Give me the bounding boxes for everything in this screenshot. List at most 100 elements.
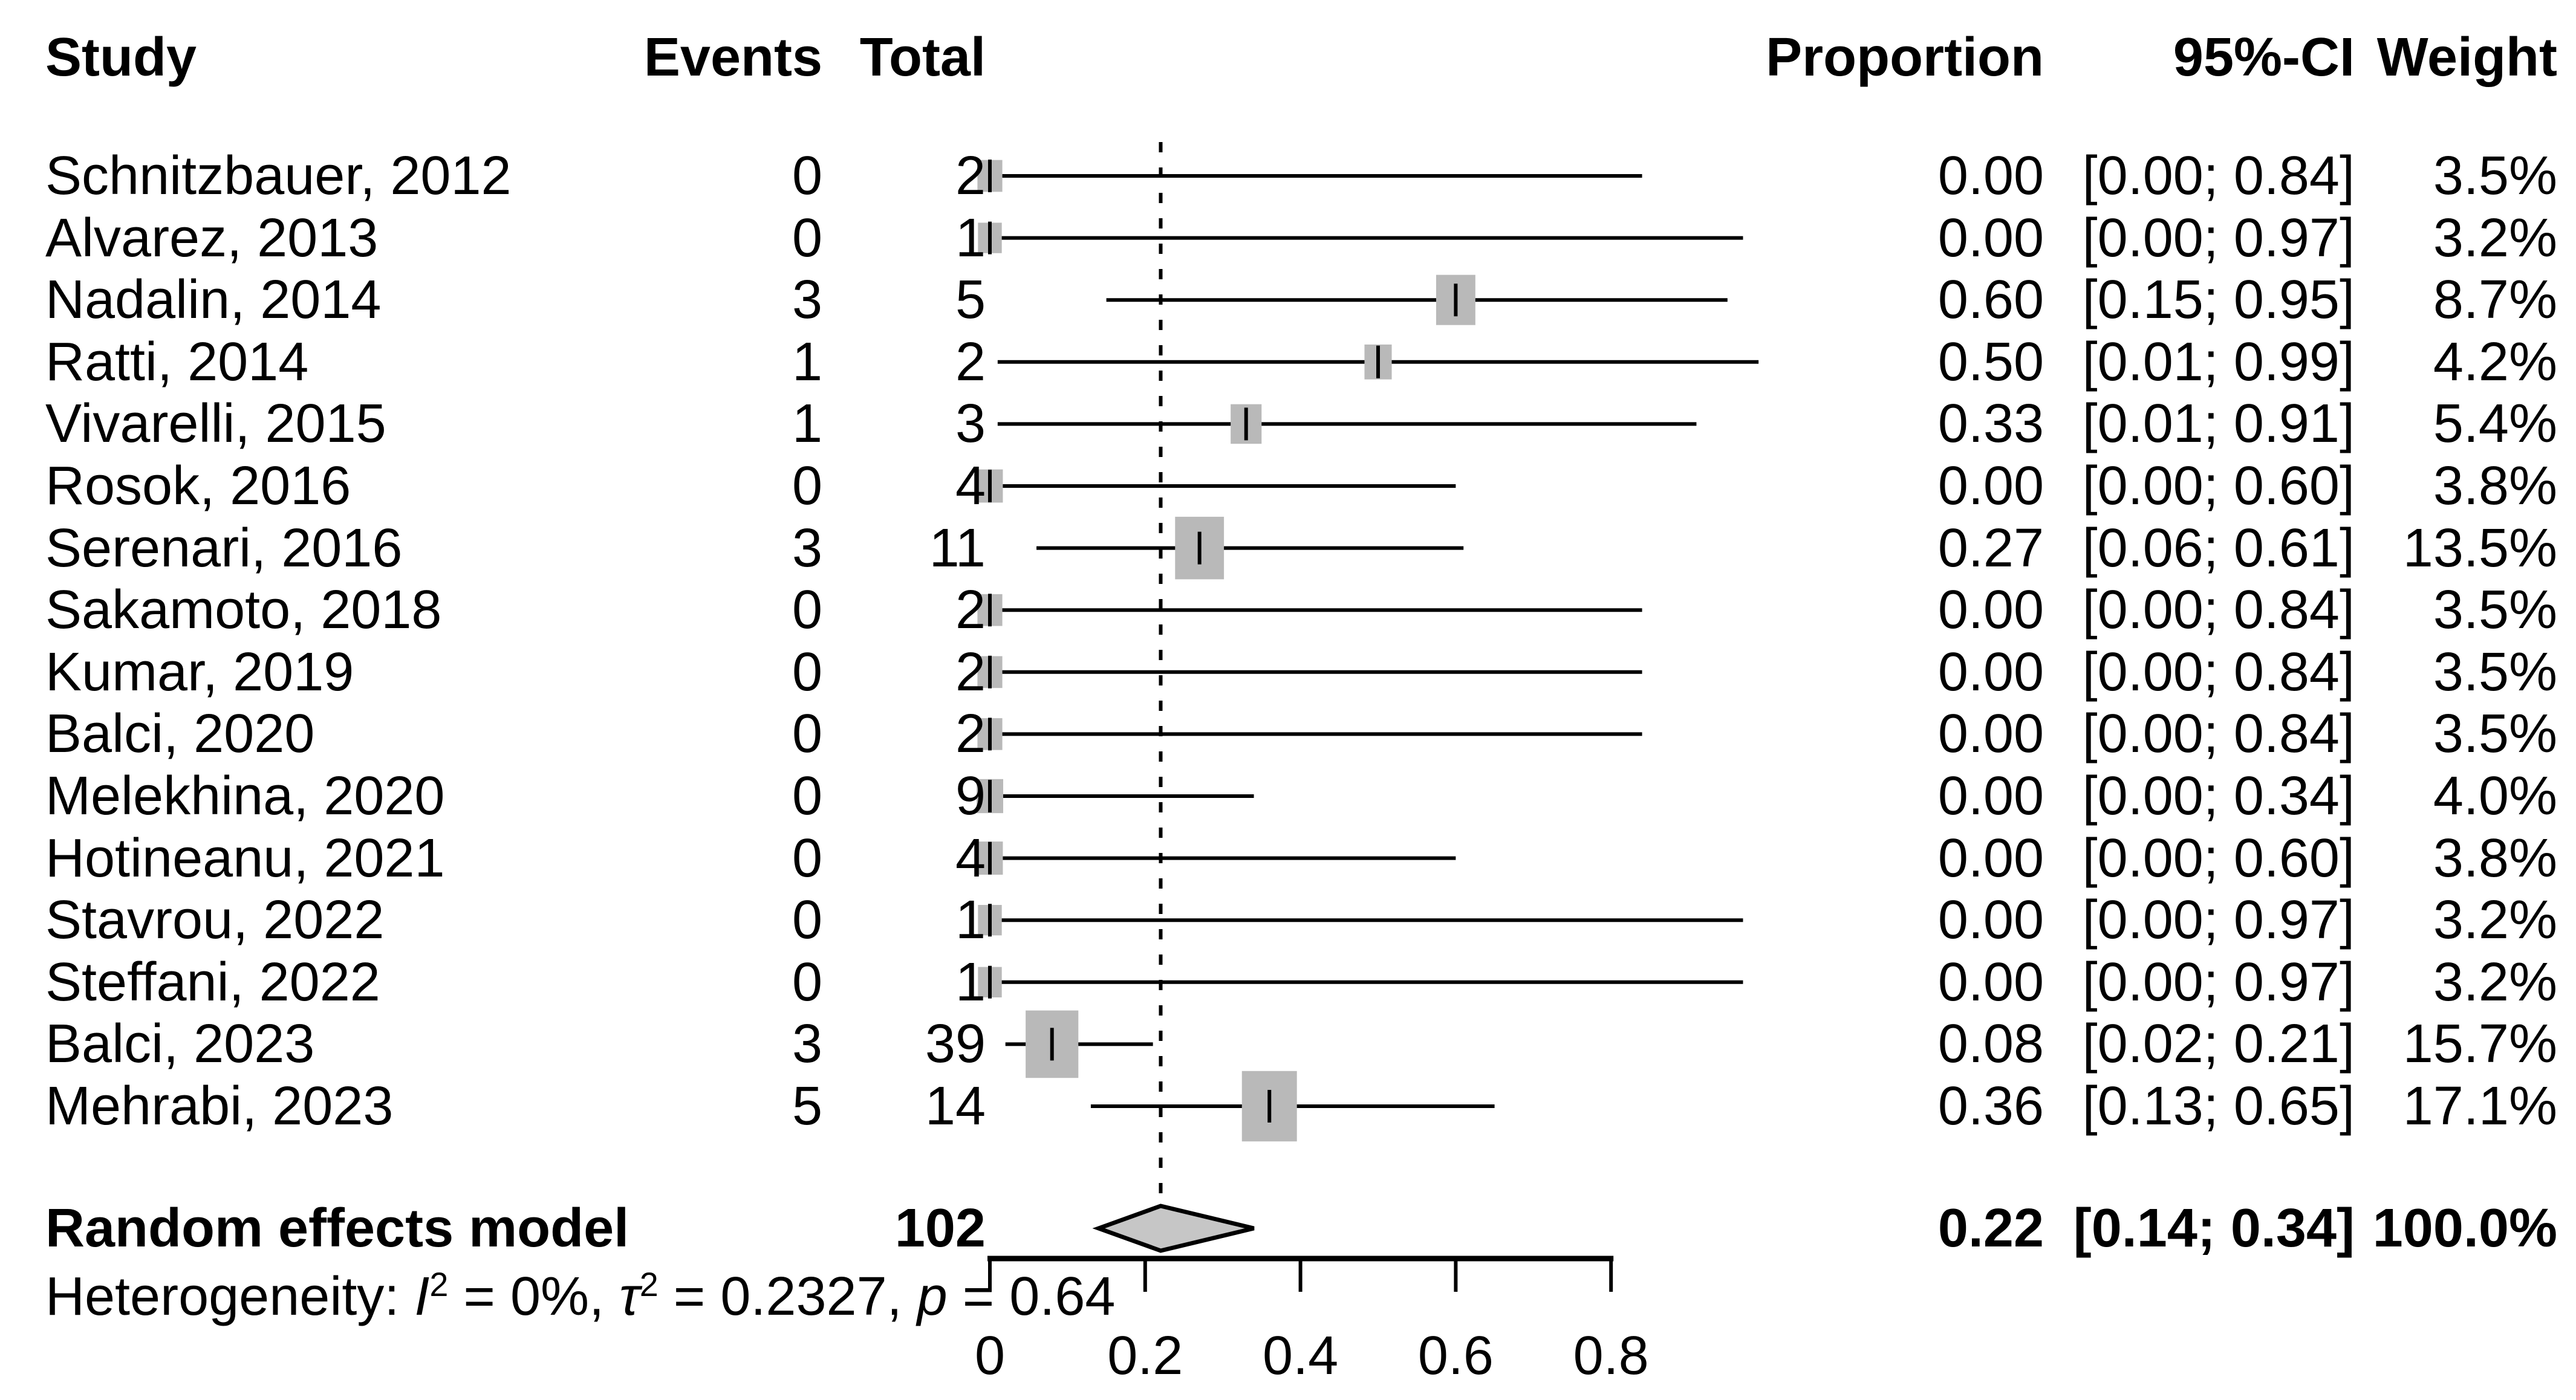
study-weight-value: 13.5%: [2402, 518, 2557, 578]
study-weight-value: 4.2%: [2433, 332, 2557, 392]
summary-row-proportion: 0.22: [1937, 1198, 2044, 1259]
study-events-value: 0: [792, 766, 822, 826]
study-total-value: 1: [955, 952, 986, 1013]
study-ci-value: [0.00; 0.84]: [2082, 642, 2355, 702]
study-proportion-value: 0.00: [1937, 952, 2044, 1013]
summary-row-ci: [0.14; 0.34]: [2073, 1198, 2355, 1259]
study-events-value: 5: [792, 1076, 822, 1136]
study-label: Balci, 2023: [45, 1014, 315, 1074]
study-events-value: 0: [792, 952, 822, 1013]
x-tick-label: 0.4: [1263, 1326, 1339, 1386]
column-header-study: Study: [45, 27, 197, 88]
column-header-total: Total: [859, 27, 986, 88]
het-i-symbol: I: [414, 1266, 430, 1327]
study-events-value: 1: [792, 332, 822, 392]
study-label: Melekhina, 2020: [45, 766, 445, 826]
study-ci-value: [0.01; 0.99]: [2082, 332, 2355, 392]
study-ci-value: [0.00; 0.84]: [2082, 580, 2355, 640]
study-ci-value: [0.13; 0.65]: [2082, 1076, 2355, 1136]
study-ci-value: [0.00; 0.34]: [2082, 766, 2355, 826]
summary-diamond: [1092, 1204, 1255, 1253]
column-header-ci: 95%-CI: [2173, 27, 2355, 88]
study-label: Balci, 2020: [45, 704, 315, 764]
het-i-value: = 0%,: [448, 1266, 620, 1327]
study-events-value: 0: [792, 580, 822, 640]
study-weight-value: 17.1%: [2402, 1076, 2557, 1136]
het-prefix: Heterogeneity:: [45, 1266, 415, 1327]
study-events-value: 0: [792, 208, 822, 268]
study-total-value: 4: [955, 828, 986, 889]
study-ci-value: [0.00; 0.97]: [2082, 952, 2355, 1013]
x-tick-label: 0: [974, 1326, 1006, 1386]
het-i-sup: 2: [429, 1265, 449, 1303]
x-tick-label: 0.2: [1107, 1326, 1183, 1386]
study-ci-value: [0.02; 0.21]: [2082, 1014, 2355, 1074]
study-total-value: 5: [955, 270, 986, 330]
study-events-value: 0: [792, 456, 822, 516]
study-total-value: 11: [929, 518, 986, 578]
study-total-value: 1: [955, 890, 986, 950]
study-weight-value: 15.7%: [2402, 1014, 2557, 1074]
study-total-value: 4: [955, 456, 986, 516]
study-label: Alvarez, 2013: [45, 208, 379, 268]
study-ci-value: [0.00; 0.97]: [2082, 890, 2355, 950]
column-header-proportion: Proportion: [1766, 27, 2044, 88]
study-total-value: 2: [955, 146, 986, 206]
study-events-value: 0: [792, 890, 822, 950]
study-weight-value: 3.5%: [2433, 642, 2557, 702]
het-tau-symbol: τ: [619, 1266, 640, 1327]
study-label: Vivarelli, 2015: [45, 394, 386, 454]
study-label: Kumar, 2019: [45, 642, 354, 702]
study-proportion-value: 0.00: [1937, 766, 2044, 826]
study-weight-value: 8.7%: [2433, 270, 2557, 330]
study-total-value: 1: [955, 208, 986, 268]
study-proportion-value: 0.27: [1937, 518, 2044, 578]
study-ci-value: [0.00; 0.60]: [2082, 456, 2355, 516]
study-label: Ratti, 2014: [45, 332, 309, 392]
study-ci-value: [0.06; 0.61]: [2082, 518, 2355, 578]
study-events-value: 0: [792, 642, 822, 702]
study-proportion-value: 0.00: [1937, 580, 2044, 640]
study-total-value: 2: [955, 332, 986, 392]
study-proportion-value: 0.00: [1937, 642, 2044, 702]
study-total-value: 14: [925, 1076, 986, 1136]
study-proportion-value: 0.08: [1937, 1014, 2044, 1074]
study-label: Serenari, 2016: [45, 518, 403, 578]
het-tau-value: = 0.2327,: [658, 1266, 917, 1327]
study-total-value: 39: [925, 1014, 986, 1074]
study-label: Schnitzbauer, 2012: [45, 146, 512, 206]
study-proportion-value: 0.00: [1937, 146, 2044, 206]
study-label: Mehrabi, 2023: [45, 1076, 394, 1136]
column-header-events: Events: [643, 27, 822, 88]
study-proportion-value: 0.00: [1937, 828, 2044, 889]
study-events-value: 3: [792, 1014, 822, 1074]
study-weight-value: 3.2%: [2433, 208, 2557, 268]
study-ci-value: [0.00; 0.84]: [2082, 146, 2355, 206]
study-ci-value: [0.15; 0.95]: [2082, 270, 2355, 330]
study-weight-value: 3.2%: [2433, 890, 2557, 950]
het-tau-sup: 2: [639, 1265, 659, 1303]
study-label: Rosok, 2016: [45, 456, 351, 516]
study-weight-value: 3.5%: [2433, 704, 2557, 764]
summary-row-total: 102: [894, 1198, 986, 1259]
column-header-weight: Weight: [2376, 27, 2557, 88]
study-proportion-value: 0.60: [1937, 270, 2044, 330]
x-tick-label: 0.8: [1573, 1326, 1649, 1386]
study-ci-value: [0.01; 0.91]: [2082, 394, 2355, 454]
study-label: Stavrou, 2022: [45, 890, 385, 950]
study-weight-value: 3.8%: [2433, 456, 2557, 516]
study-weight-value: 3.5%: [2433, 146, 2557, 206]
summary-row-label: Random effects model: [45, 1198, 629, 1259]
study-weight-value: 5.4%: [2433, 394, 2557, 454]
study-events-value: 1: [792, 394, 822, 454]
study-total-value: 2: [955, 642, 986, 702]
study-ci-value: [0.00; 0.60]: [2082, 828, 2355, 889]
study-proportion-value: 0.00: [1937, 456, 2044, 516]
study-label: Steffani, 2022: [45, 952, 380, 1013]
study-total-value: 2: [955, 704, 986, 764]
study-weight-value: 3.5%: [2433, 580, 2557, 640]
study-weight-value: 4.0%: [2433, 766, 2557, 826]
study-proportion-value: 0.50: [1937, 332, 2044, 392]
